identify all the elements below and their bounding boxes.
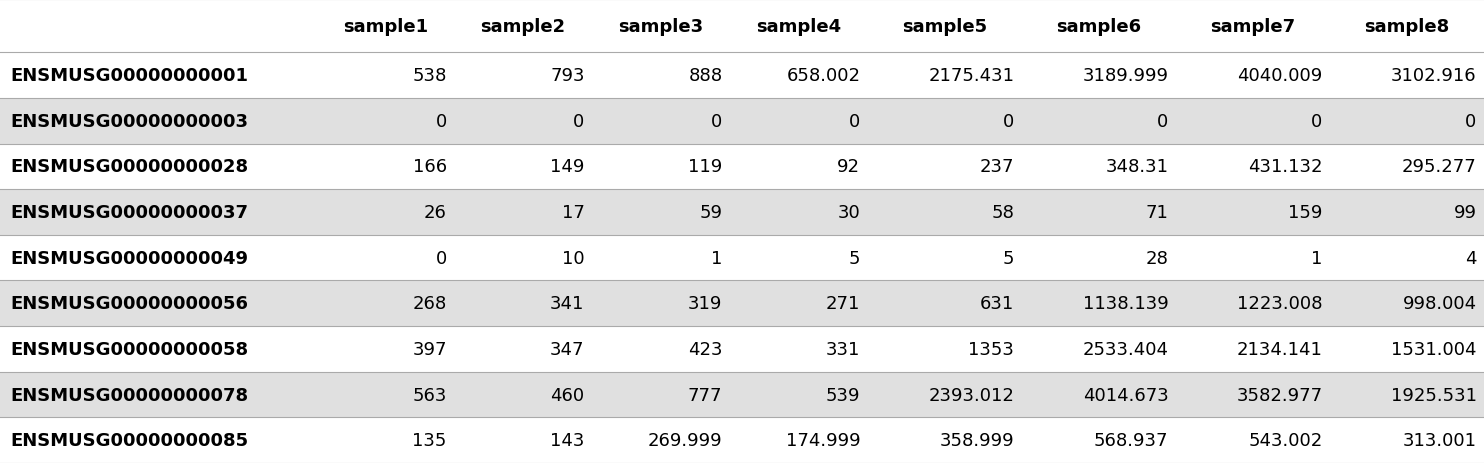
Bar — [0, 418, 1484, 463]
Text: sample4: sample4 — [757, 18, 841, 36]
Text: 0: 0 — [849, 113, 861, 131]
Text: 0: 0 — [711, 113, 723, 131]
Text: 5: 5 — [849, 249, 861, 267]
Text: ENSMUSG00000000001: ENSMUSG00000000001 — [10, 67, 248, 85]
Text: 0: 0 — [1465, 113, 1477, 131]
Text: 28: 28 — [1146, 249, 1168, 267]
Text: 0: 0 — [1312, 113, 1322, 131]
Text: sample8: sample8 — [1364, 18, 1450, 36]
Text: ENSMUSG00000000049: ENSMUSG00000000049 — [10, 249, 248, 267]
Text: 135: 135 — [413, 431, 447, 449]
Text: 71: 71 — [1146, 204, 1168, 222]
Text: 3102.916: 3102.916 — [1391, 67, 1477, 85]
Text: 4014.673: 4014.673 — [1083, 386, 1168, 404]
Text: 0: 0 — [1003, 113, 1015, 131]
Bar — [0, 144, 1484, 190]
Text: 271: 271 — [827, 294, 861, 313]
Text: 543.002: 543.002 — [1248, 431, 1322, 449]
Text: 4: 4 — [1465, 249, 1477, 267]
Text: 3582.977: 3582.977 — [1236, 386, 1322, 404]
Text: 1: 1 — [1312, 249, 1322, 267]
Bar — [0, 372, 1484, 418]
Text: 397: 397 — [413, 340, 447, 358]
Text: sample1: sample1 — [343, 18, 427, 36]
Text: 92: 92 — [837, 158, 861, 176]
Bar — [0, 326, 1484, 372]
Bar — [0, 190, 1484, 235]
Text: 347: 347 — [551, 340, 585, 358]
Text: 777: 777 — [689, 386, 723, 404]
Text: ENSMUSG00000000028: ENSMUSG00000000028 — [10, 158, 248, 176]
Text: 59: 59 — [699, 204, 723, 222]
Text: 10: 10 — [562, 249, 585, 267]
Text: 143: 143 — [551, 431, 585, 449]
Text: 159: 159 — [1288, 204, 1322, 222]
Text: 30: 30 — [837, 204, 861, 222]
Text: 348.31: 348.31 — [1106, 158, 1168, 176]
Text: 888: 888 — [689, 67, 723, 85]
Bar — [0, 0, 1484, 53]
Text: sample5: sample5 — [902, 18, 987, 36]
Text: 1138.139: 1138.139 — [1083, 294, 1168, 313]
Text: 269.999: 269.999 — [649, 431, 723, 449]
Text: 793: 793 — [551, 67, 585, 85]
Bar — [0, 281, 1484, 326]
Text: 0: 0 — [573, 113, 585, 131]
Text: 431.132: 431.132 — [1248, 158, 1322, 176]
Text: 295.277: 295.277 — [1402, 158, 1477, 176]
Text: 631: 631 — [979, 294, 1015, 313]
Bar — [0, 99, 1484, 144]
Text: sample2: sample2 — [481, 18, 565, 36]
Text: ENSMUSG00000000037: ENSMUSG00000000037 — [10, 204, 248, 222]
Text: 1223.008: 1223.008 — [1238, 294, 1322, 313]
Text: 119: 119 — [689, 158, 723, 176]
Bar — [0, 53, 1484, 99]
Text: 563: 563 — [413, 386, 447, 404]
Text: 26: 26 — [424, 204, 447, 222]
Text: sample3: sample3 — [619, 18, 703, 36]
Text: 149: 149 — [551, 158, 585, 176]
Text: ENSMUSG00000000058: ENSMUSG00000000058 — [10, 340, 248, 358]
Text: 313.001: 313.001 — [1402, 431, 1477, 449]
Text: 0: 0 — [1158, 113, 1168, 131]
Text: 166: 166 — [413, 158, 447, 176]
Text: 658.002: 658.002 — [787, 67, 861, 85]
Text: ENSMUSG00000000003: ENSMUSG00000000003 — [10, 113, 248, 131]
Text: 538: 538 — [413, 67, 447, 85]
Text: 2533.404: 2533.404 — [1082, 340, 1168, 358]
Text: 1: 1 — [711, 249, 723, 267]
Text: 0: 0 — [435, 113, 447, 131]
Text: sample6: sample6 — [1057, 18, 1141, 36]
Text: 58: 58 — [991, 204, 1015, 222]
Text: 358.999: 358.999 — [939, 431, 1015, 449]
Text: ENSMUSG00000000085: ENSMUSG00000000085 — [10, 431, 248, 449]
Text: 3189.999: 3189.999 — [1082, 67, 1168, 85]
Bar — [0, 235, 1484, 281]
Text: 17: 17 — [561, 204, 585, 222]
Text: 0: 0 — [435, 249, 447, 267]
Text: sample7: sample7 — [1211, 18, 1296, 36]
Text: ENSMUSG00000000078: ENSMUSG00000000078 — [10, 386, 248, 404]
Text: 998.004: 998.004 — [1402, 294, 1477, 313]
Text: ENSMUSG00000000056: ENSMUSG00000000056 — [10, 294, 248, 313]
Text: 539: 539 — [825, 386, 861, 404]
Text: 99: 99 — [1454, 204, 1477, 222]
Text: 268: 268 — [413, 294, 447, 313]
Text: 1353: 1353 — [969, 340, 1015, 358]
Text: 460: 460 — [551, 386, 585, 404]
Text: 4040.009: 4040.009 — [1238, 67, 1322, 85]
Text: 423: 423 — [689, 340, 723, 358]
Text: 1531.004: 1531.004 — [1391, 340, 1477, 358]
Text: 341: 341 — [551, 294, 585, 313]
Text: 568.937: 568.937 — [1094, 431, 1168, 449]
Text: 331: 331 — [827, 340, 861, 358]
Text: 2134.141: 2134.141 — [1236, 340, 1322, 358]
Text: 2393.012: 2393.012 — [929, 386, 1015, 404]
Text: 319: 319 — [689, 294, 723, 313]
Text: 1925.531: 1925.531 — [1391, 386, 1477, 404]
Text: 174.999: 174.999 — [785, 431, 861, 449]
Text: 237: 237 — [979, 158, 1015, 176]
Text: 5: 5 — [1003, 249, 1015, 267]
Text: 2175.431: 2175.431 — [929, 67, 1015, 85]
